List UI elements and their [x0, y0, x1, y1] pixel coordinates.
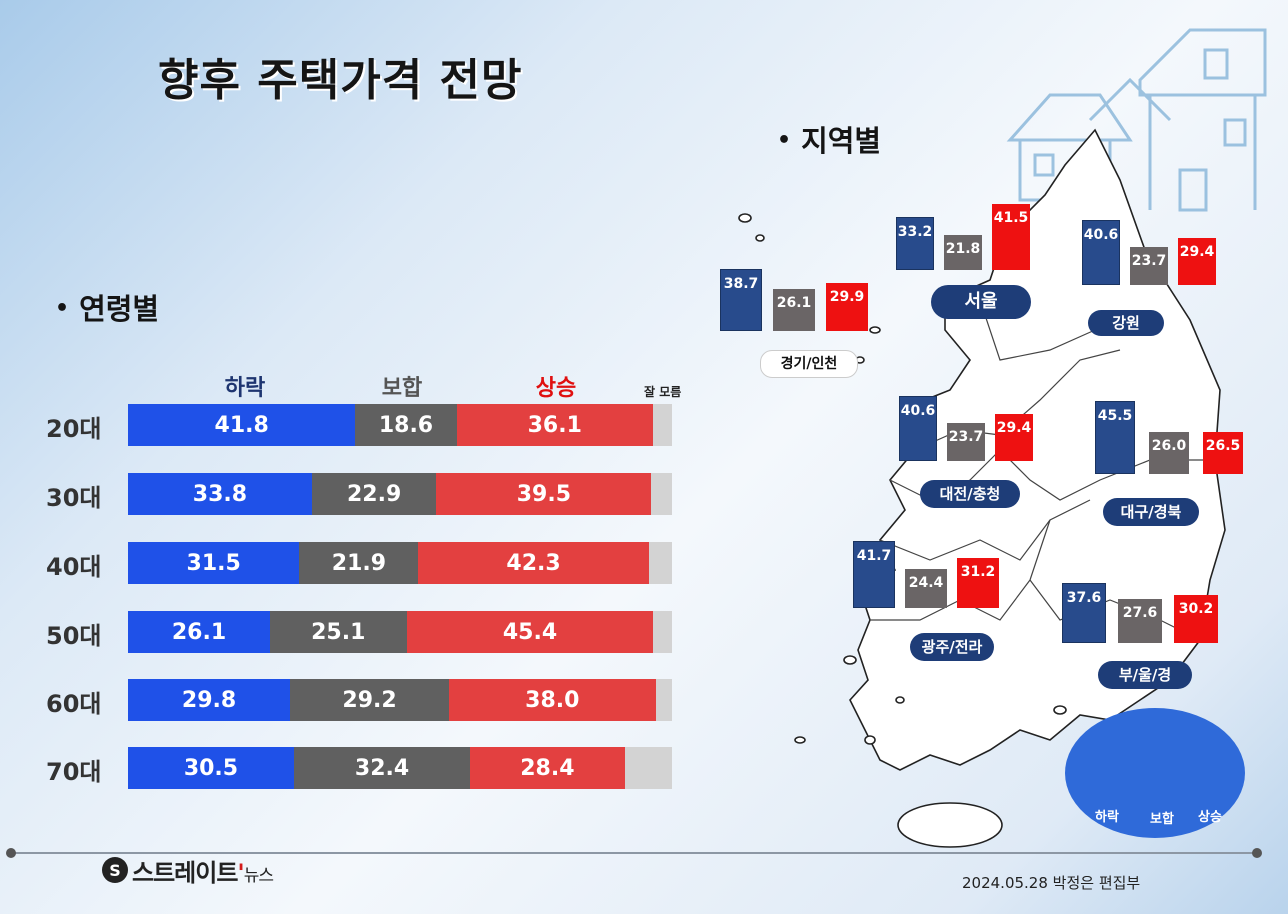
bar-segment-hold: 22.9 — [311, 473, 437, 515]
region-label-seoul: 서울 — [931, 285, 1031, 319]
bar-segment-down: 29.8 — [128, 679, 291, 721]
bar-segment-up: 38.0 — [448, 679, 656, 721]
region-label-gwangju: 광주/전라 — [910, 633, 994, 661]
bar-segment-down: 26.1 — [128, 611, 270, 653]
bar-segment-hold: 18.6 — [355, 404, 457, 446]
region-bar-up: 30.2 — [1174, 594, 1218, 643]
age-label: 50대 — [46, 622, 102, 650]
bar-segment-dont-know — [651, 473, 672, 515]
bar-segment-dont-know — [653, 611, 672, 653]
age-bar-row: 29.8 29.2 38.0 — [128, 679, 672, 721]
footer-dot-left — [6, 848, 16, 858]
bullet: • — [55, 296, 70, 321]
region-bar-up: 29.4 — [995, 413, 1033, 461]
region-label-daejeon: 대전/충청 — [920, 480, 1020, 508]
region-bar-down: 37.6 — [1062, 582, 1106, 643]
region-bar-hold: 21.8 — [944, 235, 982, 270]
brand-logo: S 스트레이트'뉴스 — [102, 853, 274, 888]
credit-text: 2024.05.28 박정은 편집부 — [962, 874, 1141, 892]
page-title: 향후 주택가격 전망 — [158, 55, 523, 106]
bar-segment-hold: 21.9 — [299, 542, 419, 584]
logo-accent: ' — [237, 858, 244, 887]
region-section-label: 지역별 — [801, 124, 882, 158]
bar-segment-dont-know — [652, 404, 672, 446]
region-bar-hold: 23.7 — [947, 423, 985, 461]
logo-text: 스트레이트'뉴스 — [132, 853, 274, 888]
logo-small: 뉴스 — [243, 865, 274, 886]
legend-down: 하락 — [224, 376, 266, 401]
region-bar-hold: 26.0 — [1149, 432, 1189, 474]
age-label: 20대 — [46, 415, 102, 443]
legend-hold: 보합 — [381, 376, 423, 401]
bar-segment-hold: 32.4 — [293, 747, 471, 789]
bar-segment-up: 42.3 — [418, 542, 649, 584]
age-bar-row: 30.5 32.4 28.4 — [128, 747, 672, 789]
bar-segment-hold: 25.1 — [269, 611, 407, 653]
bar-segment-up: 28.4 — [470, 747, 625, 789]
bar-segment-dont-know — [648, 542, 672, 584]
total-legend-up: 상승 — [1198, 810, 1222, 825]
region-bar-down: 40.6 — [899, 396, 937, 461]
age-bar-row: 33.8 22.9 39.5 — [128, 473, 672, 515]
legend-dont-know: 잘 모름 — [644, 385, 682, 399]
bar-segment-up: 36.1 — [456, 404, 653, 446]
logo-mark-icon: S — [102, 857, 128, 883]
region-bar-up: 29.9 — [826, 283, 868, 331]
bar-segment-up: 39.5 — [436, 473, 652, 515]
region-bar-hold: 24.4 — [905, 568, 947, 608]
age-label: 70대 — [46, 758, 102, 786]
region-bar-up: 29.4 — [1178, 237, 1216, 285]
bar-segment-dont-know — [655, 679, 672, 721]
age-section-label: 연령별 — [79, 292, 160, 326]
age-bar-row: 31.5 21.9 42.3 — [128, 542, 672, 584]
age-label: 30대 — [46, 484, 102, 512]
region-bar-hold: 27.6 — [1118, 598, 1162, 643]
total-legend-down: 하락 — [1095, 810, 1119, 825]
bar-segment-down: 41.8 — [128, 404, 356, 446]
footer-dot-right — [1252, 848, 1262, 858]
bar-segment-down: 30.5 — [128, 747, 294, 789]
region-bar-down: 40.6 — [1082, 220, 1120, 285]
bar-segment-down: 31.5 — [128, 542, 300, 584]
region-label-gyeonggi: 경기/인천 — [760, 350, 858, 378]
region-label-daegu: 대구/경북 — [1103, 498, 1199, 526]
region-bar-up: 41.5 — [992, 203, 1030, 270]
region-bar-up: 26.5 — [1203, 431, 1243, 474]
footer-divider — [10, 852, 1256, 854]
region-label-gangwon: 강원 — [1088, 310, 1164, 336]
bullet: • — [777, 128, 792, 153]
region-bar-up: 31.2 — [957, 558, 999, 608]
total-oval — [1065, 708, 1245, 838]
age-label: 40대 — [46, 553, 102, 581]
region-label-busan: 부/울/경 — [1098, 661, 1192, 689]
bar-segment-down: 33.8 — [128, 473, 312, 515]
bar-segment-hold: 29.2 — [290, 679, 449, 721]
bar-segment-dont-know — [624, 747, 672, 789]
age-bar-row: 41.8 18.6 36.1 — [128, 404, 672, 446]
region-bar-down: 38.7 — [720, 269, 762, 331]
age-section-title: • 연령별 — [55, 286, 159, 328]
age-bar-row: 26.1 25.1 45.4 — [128, 611, 672, 653]
region-bar-down: 45.5 — [1095, 401, 1135, 474]
age-label: 60대 — [46, 690, 102, 718]
region-bar-hold: 23.7 — [1130, 247, 1168, 285]
region-bar-down: 33.2 — [896, 216, 934, 270]
bar-segment-up: 45.4 — [406, 611, 654, 653]
logo-main: 스트레이트 — [132, 858, 238, 887]
legend-up: 상승 — [535, 376, 577, 401]
region-section-title: • 지역별 — [777, 118, 881, 160]
region-bar-down: 41.7 — [853, 541, 895, 608]
total-legend-hold: 보합 — [1150, 812, 1174, 827]
region-bar-hold: 26.1 — [773, 289, 815, 331]
